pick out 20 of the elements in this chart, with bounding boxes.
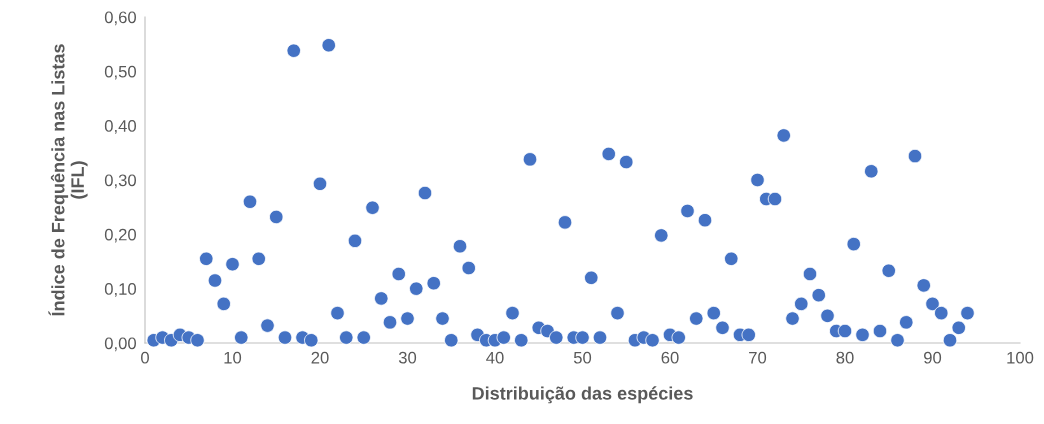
x-axis-title: Distribuição das espécies (472, 386, 693, 404)
y-tick-label: 0,00 (104, 337, 137, 352)
x-tick-label: 40 (486, 351, 504, 364)
x-tick-label: 20 (311, 351, 329, 364)
y-tick-label: 0,20 (104, 228, 137, 243)
y-tick-label: 0,10 (104, 283, 137, 297)
y-tick-label: 0,30 (104, 174, 137, 189)
y-tick-label: 0,50 (104, 65, 137, 80)
x-tick-label: 90 (924, 351, 942, 364)
x-tick-label: 100 (1007, 351, 1034, 364)
y-axis-title: Índice de Frequência nas Listas (IFL) (48, 44, 88, 316)
x-tick-label: 30 (398, 351, 417, 364)
y-tick-label: 0,40 (104, 120, 137, 134)
x-tick-label: 10 (224, 351, 242, 364)
x-tick-label: 60 (661, 351, 679, 364)
x-tick-label: 50 (573, 351, 592, 364)
x-tick-label: 0 (141, 351, 149, 364)
x-tick-label: 80 (836, 351, 854, 364)
x-tick-label: 70 (749, 351, 767, 364)
y-tick-label: 0,60 (104, 11, 137, 26)
